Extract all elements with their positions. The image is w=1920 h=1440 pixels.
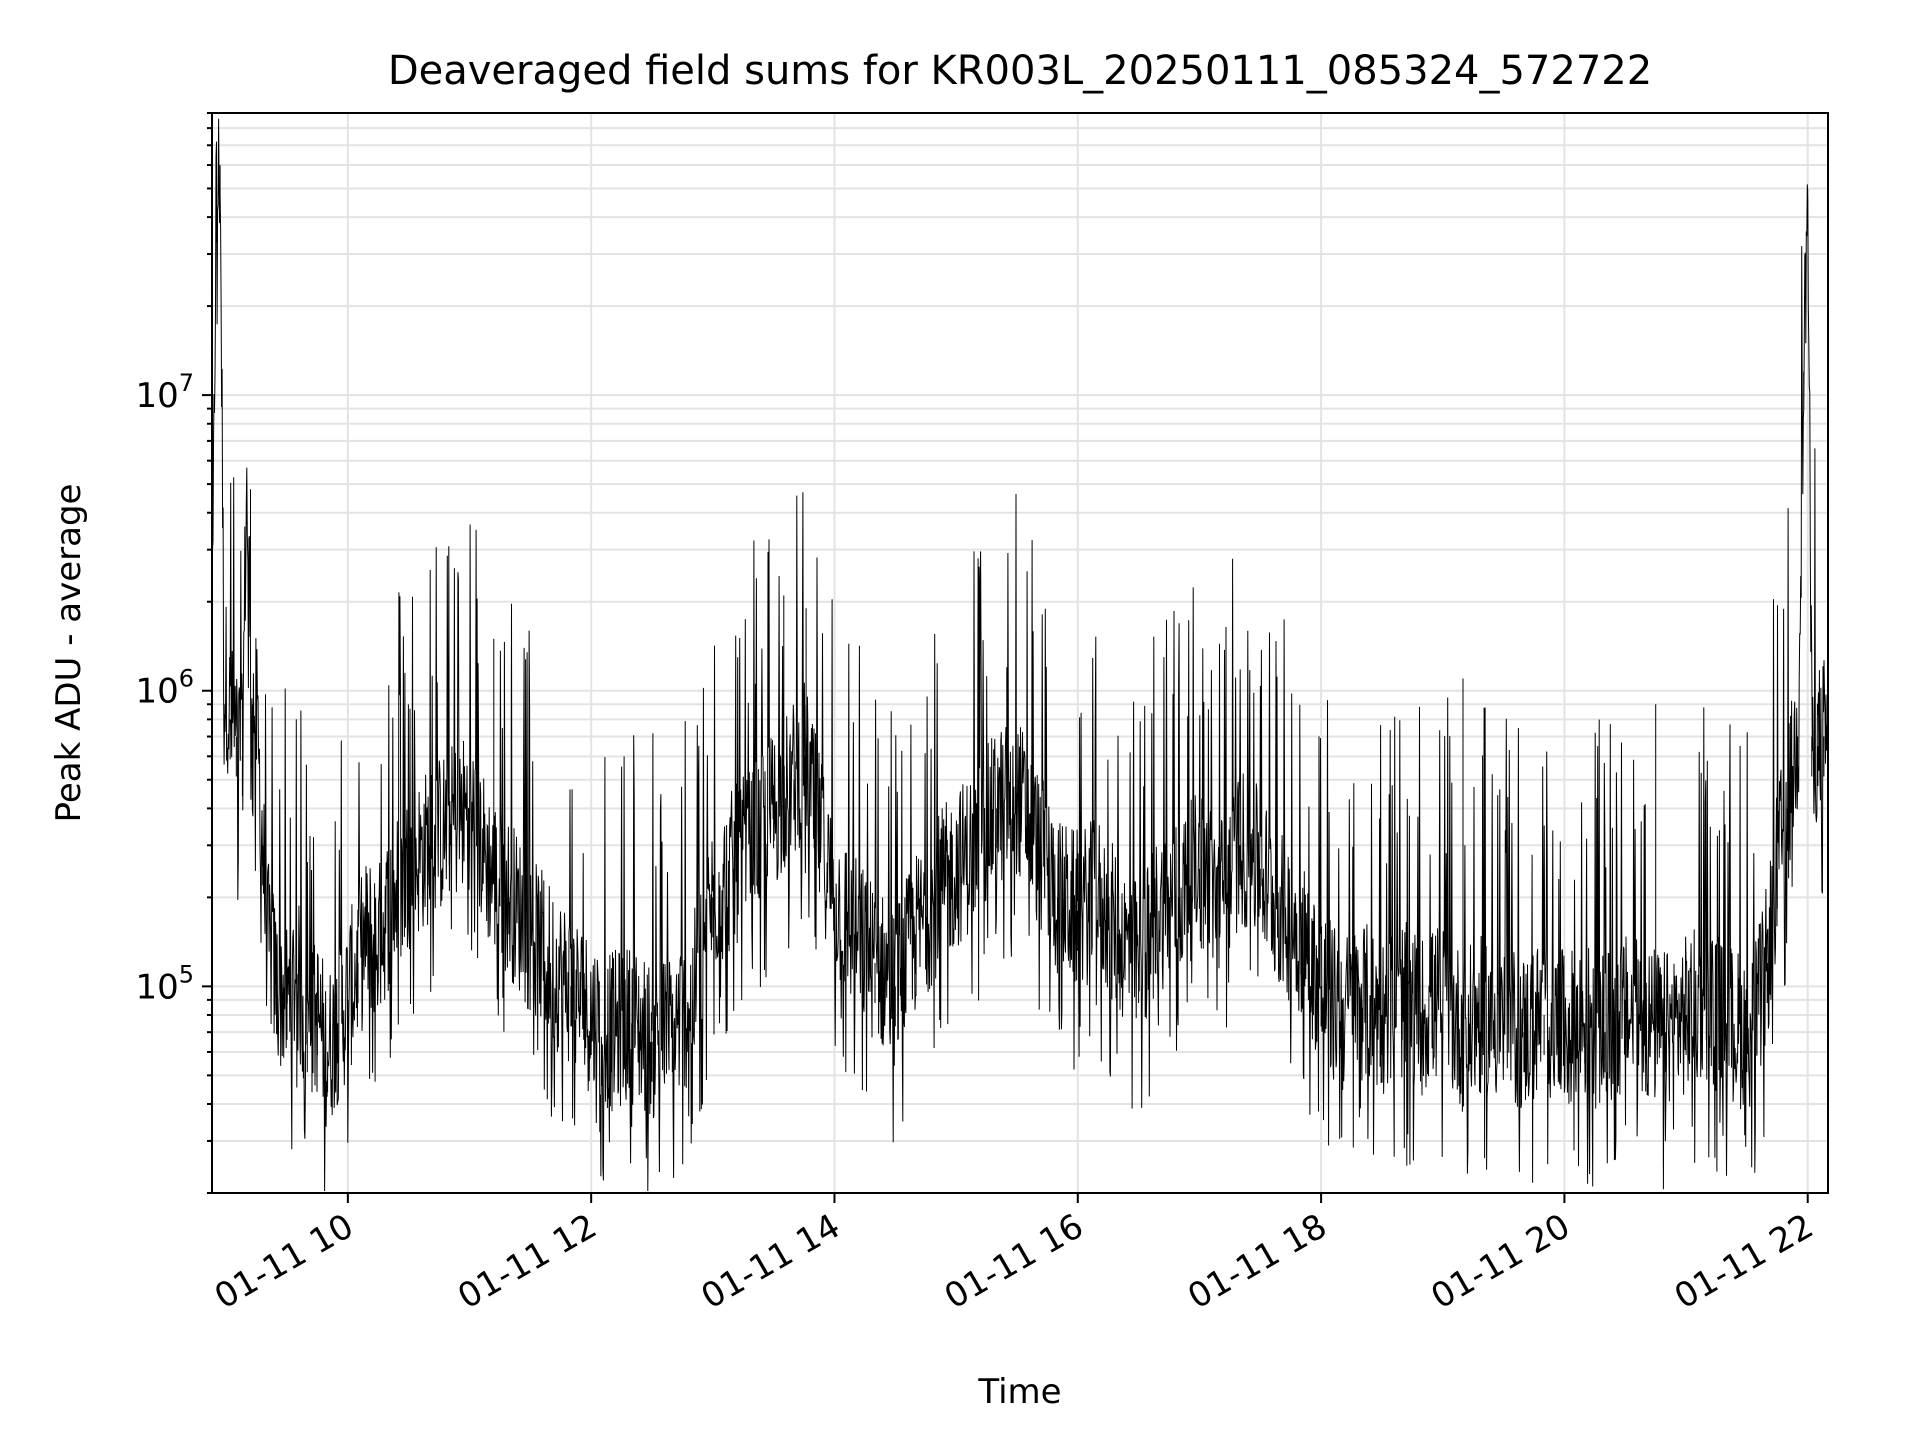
y-tick-label-base: 10 bbox=[135, 967, 178, 1007]
y-tick-label-base: 10 bbox=[135, 376, 178, 416]
y-tick-label-exponent: 5 bbox=[179, 960, 194, 988]
y-tick-label: 105 bbox=[135, 960, 194, 1007]
y-tick-label: 106 bbox=[135, 665, 194, 712]
plot-frame bbox=[211, 112, 1829, 1194]
y-tick-label-exponent: 6 bbox=[179, 665, 194, 693]
y-axis-label: Peak ADU - average bbox=[49, 484, 89, 823]
y-tick-label: 107 bbox=[135, 369, 194, 416]
x-axis-label: Time bbox=[977, 1372, 1061, 1412]
series-layer bbox=[211, 118, 1829, 1192]
y-tick-label-exponent: 7 bbox=[179, 369, 194, 397]
y-tick-label-base: 10 bbox=[135, 672, 178, 712]
series-line-peak-adu bbox=[211, 118, 1829, 1192]
chart-title: Deaveraged field sums for KR003L_2025011… bbox=[388, 48, 1652, 94]
